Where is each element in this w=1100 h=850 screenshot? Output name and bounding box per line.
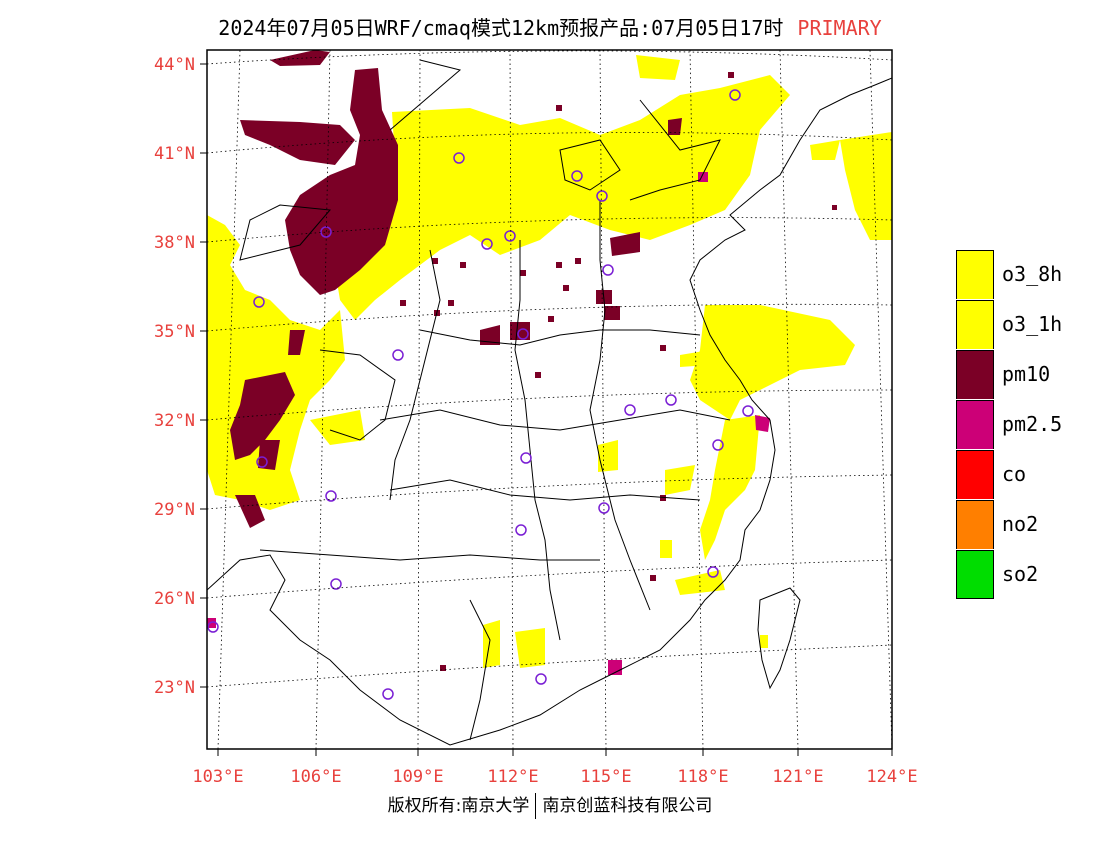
legend-swatch (956, 399, 994, 449)
legend-swatch (956, 349, 994, 399)
legend-item: o3_1h (956, 299, 1062, 349)
lon-tick-label: 109°E (392, 767, 443, 787)
legend-item: o3_8h (956, 249, 1062, 299)
legend-swatch (956, 249, 994, 299)
lat-tick-label: 35°N (154, 322, 195, 342)
lon-tick-label: 124°E (866, 767, 917, 787)
pm25-regions (207, 172, 770, 675)
legend-label: co (1002, 462, 1027, 486)
legend-label: pm10 (1002, 362, 1051, 386)
copyright: 版权所有:南京大学 南京创蓝科技有限公司 (0, 791, 1100, 819)
axis-ticks: 44°N 41°N 38°N 35°N 32°N 29°N 26°N 23°N 103°E 106… (154, 55, 918, 787)
lon-tick-label: 115°E (580, 767, 631, 787)
legend-label: no2 (1002, 512, 1039, 536)
legend-swatch (956, 549, 994, 599)
primary-tag: PRIMARY (797, 16, 882, 40)
legend-item: co (956, 449, 1062, 499)
city-markers (207, 89, 754, 700)
map-frame (206, 49, 893, 750)
copyright-left: 版权所有:南京大学 (387, 796, 530, 816)
graticule (207, 50, 892, 749)
lat-tick-label: 23°N (154, 678, 195, 698)
lon-tick-label: 103°E (192, 767, 243, 787)
legend-item: no2 (956, 499, 1062, 549)
lat-tick-label: 32°N (154, 411, 195, 431)
lat-tick-label: 38°N (154, 233, 195, 253)
legend-swatch (956, 449, 994, 499)
copyright-separator (535, 793, 537, 819)
legend-label: pm2.5 (1002, 412, 1063, 436)
lat-tick-label: 41°N (154, 144, 195, 164)
pm10-regions (230, 50, 682, 528)
title-text: 2024年07月05日WRF/cmaq模式12km预报产品:07月05日17时 (218, 16, 784, 40)
lat-tick-label: 29°N (154, 500, 195, 520)
legend-label: so2 (1002, 562, 1039, 586)
lon-tick-label: 118°E (677, 767, 728, 787)
legend-label: o3_8h (1002, 262, 1063, 286)
pm10-scatter (400, 72, 837, 671)
lon-tick-label: 112°E (487, 767, 538, 787)
legend-item: pm2.5 (956, 399, 1062, 449)
legend-label: o3_1h (1002, 312, 1063, 336)
map-title: 2024年07月05日WRF/cmaq模式12km预报产品:07月05日17时 P… (0, 12, 1100, 41)
lon-tick-label: 121°E (772, 767, 823, 787)
legend: o3_8h o3_1h pm10 pm2.5 co no2 so2 (956, 249, 1062, 599)
legend-swatch (956, 499, 994, 549)
lat-tick-label: 44°N (154, 55, 195, 75)
legend-swatch (956, 299, 994, 349)
lon-tick-label: 106°E (290, 767, 341, 787)
legend-item: pm10 (956, 349, 1062, 399)
boundaries (207, 59, 892, 746)
copyright-right: 南京创蓝科技有限公司 (542, 796, 713, 816)
map-content (207, 50, 892, 749)
lat-tick-label: 26°N (154, 589, 195, 609)
legend-item: so2 (956, 549, 1062, 599)
